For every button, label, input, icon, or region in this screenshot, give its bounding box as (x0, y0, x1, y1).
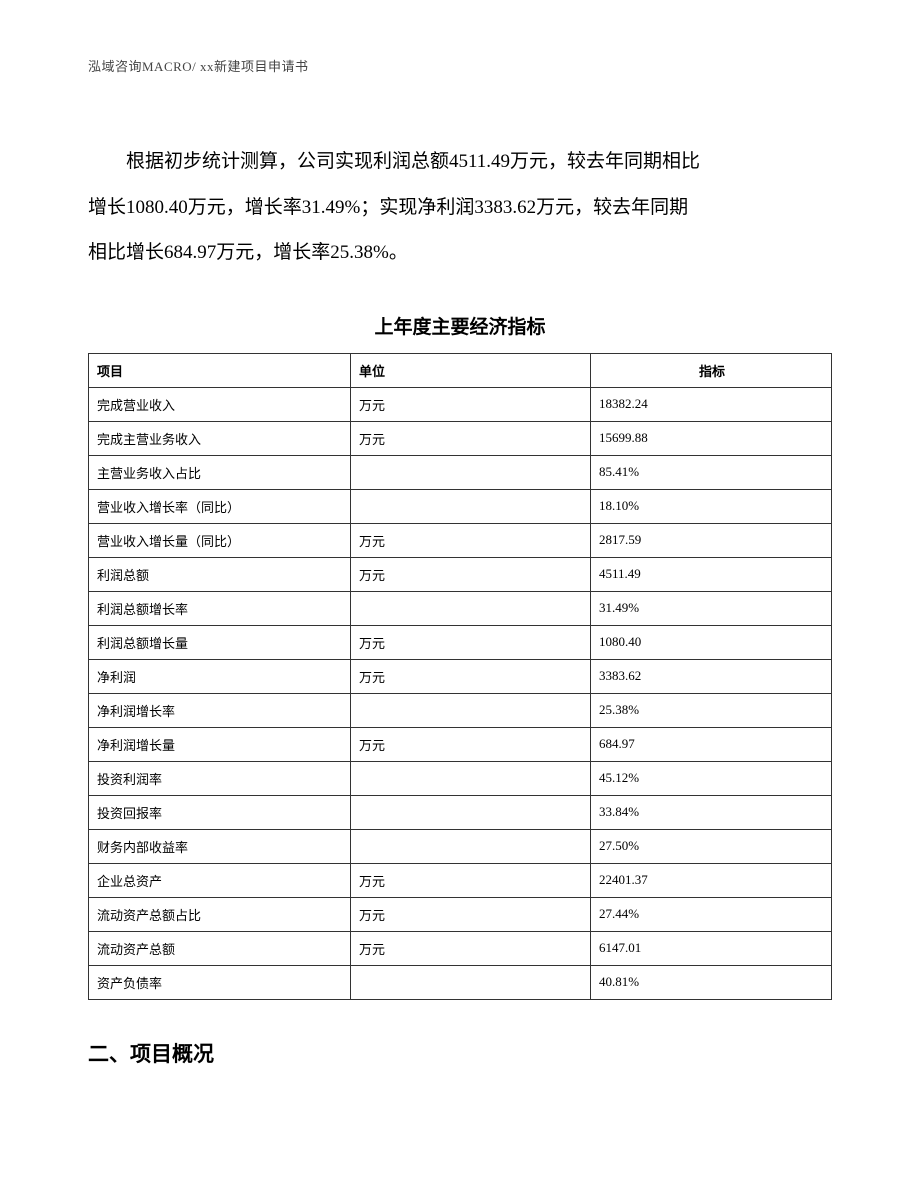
cell-unit (351, 965, 591, 999)
table-row: 资产负债率 40.81% (89, 965, 832, 999)
cell-item: 主营业务收入占比 (89, 455, 351, 489)
cell-unit: 万元 (351, 897, 591, 931)
table-body: 完成营业收入万元18382.24 完成主营业务收入万元15699.88 主营业务… (89, 387, 832, 999)
table-row: 净利润增长率 25.38% (89, 693, 832, 727)
table-row: 主营业务收入占比 85.41% (89, 455, 832, 489)
cell-item: 营业收入增长率（同比） (89, 489, 351, 523)
cell-item: 完成主营业务收入 (89, 421, 351, 455)
cell-unit: 万元 (351, 931, 591, 965)
table-row: 营业收入增长量（同比）万元2817.59 (89, 523, 832, 557)
cell-value: 15699.88 (591, 421, 832, 455)
cell-value: 22401.37 (591, 863, 832, 897)
cell-value: 33.84% (591, 795, 832, 829)
document-page: 泓域咨询MACRO/ xx新建项目申请书 根据初步统计测算，公司实现利润总额45… (0, 0, 920, 1191)
cell-value: 25.38% (591, 693, 832, 727)
table-row: 财务内部收益率 27.50% (89, 829, 832, 863)
cell-value: 31.49% (591, 591, 832, 625)
section-heading: 二、项目概况 (88, 1038, 832, 1068)
cell-value: 3383.62 (591, 659, 832, 693)
table-row: 净利润万元3383.62 (89, 659, 832, 693)
cell-unit (351, 591, 591, 625)
cell-value: 27.44% (591, 897, 832, 931)
table-row: 企业总资产万元22401.37 (89, 863, 832, 897)
cell-item: 利润总额 (89, 557, 351, 591)
header-text: 泓域咨询MACRO/ xx新建项目申请书 (88, 59, 309, 74)
cell-item: 完成营业收入 (89, 387, 351, 421)
cell-value: 27.50% (591, 829, 832, 863)
cell-unit (351, 693, 591, 727)
col-header-unit: 单位 (351, 353, 591, 387)
paragraph-line-3: 相比增长684.97万元，增长率25.38%。 (88, 242, 408, 263)
cell-value: 18.10% (591, 489, 832, 523)
cell-value: 6147.01 (591, 931, 832, 965)
table-header-row: 项目 单位 指标 (89, 353, 832, 387)
cell-item: 企业总资产 (89, 863, 351, 897)
table-row: 利润总额增长率 31.49% (89, 591, 832, 625)
cell-unit: 万元 (351, 387, 591, 421)
cell-value: 684.97 (591, 727, 832, 761)
cell-value: 45.12% (591, 761, 832, 795)
table-row: 营业收入增长率（同比） 18.10% (89, 489, 832, 523)
economic-indicators-table: 项目 单位 指标 完成营业收入万元18382.24 完成主营业务收入万元1569… (88, 353, 832, 1000)
cell-value: 18382.24 (591, 387, 832, 421)
cell-item: 净利润增长量 (89, 727, 351, 761)
table-row: 完成主营业务收入万元15699.88 (89, 421, 832, 455)
table-row: 利润总额增长量万元1080.40 (89, 625, 832, 659)
cell-unit: 万元 (351, 727, 591, 761)
cell-unit: 万元 (351, 557, 591, 591)
cell-unit: 万元 (351, 659, 591, 693)
cell-unit (351, 489, 591, 523)
cell-item: 利润总额增长量 (89, 625, 351, 659)
cell-item: 净利润 (89, 659, 351, 693)
cell-item: 流动资产总额占比 (89, 897, 351, 931)
table-row: 流动资产总额占比万元27.44% (89, 897, 832, 931)
cell-item: 投资回报率 (89, 795, 351, 829)
table-title: 上年度主要经济指标 (88, 312, 832, 339)
cell-unit (351, 761, 591, 795)
cell-value: 4511.49 (591, 557, 832, 591)
cell-value: 1080.40 (591, 625, 832, 659)
table-row: 完成营业收入万元18382.24 (89, 387, 832, 421)
cell-unit (351, 795, 591, 829)
paragraph-line-1: 根据初步统计测算，公司实现利润总额4511.49万元，较去年同期相比 (126, 151, 700, 172)
col-header-value: 指标 (591, 353, 832, 387)
cell-unit: 万元 (351, 421, 591, 455)
cell-item: 利润总额增长率 (89, 591, 351, 625)
table-row: 利润总额万元4511.49 (89, 557, 832, 591)
cell-unit: 万元 (351, 625, 591, 659)
table-row: 投资回报率 33.84% (89, 795, 832, 829)
cell-value: 40.81% (591, 965, 832, 999)
cell-item: 投资利润率 (89, 761, 351, 795)
table-row: 流动资产总额万元6147.01 (89, 931, 832, 965)
page-header: 泓域咨询MACRO/ xx新建项目申请书 (88, 56, 832, 75)
cell-value: 2817.59 (591, 523, 832, 557)
cell-item: 资产负债率 (89, 965, 351, 999)
cell-unit: 万元 (351, 523, 591, 557)
cell-unit: 万元 (351, 863, 591, 897)
cell-unit (351, 455, 591, 489)
cell-item: 流动资产总额 (89, 931, 351, 965)
paragraph-line-2: 增长1080.40万元，增长率31.49%；实现净利润3383.62万元，较去年… (88, 197, 688, 218)
table-row: 净利润增长量万元684.97 (89, 727, 832, 761)
cell-item: 营业收入增长量（同比） (89, 523, 351, 557)
cell-unit (351, 829, 591, 863)
cell-item: 财务内部收益率 (89, 829, 351, 863)
table-row: 投资利润率 45.12% (89, 761, 832, 795)
cell-value: 85.41% (591, 455, 832, 489)
body-paragraph: 根据初步统计测算，公司实现利润总额4511.49万元，较去年同期相比 增长108… (88, 139, 832, 276)
col-header-item: 项目 (89, 353, 351, 387)
cell-item: 净利润增长率 (89, 693, 351, 727)
